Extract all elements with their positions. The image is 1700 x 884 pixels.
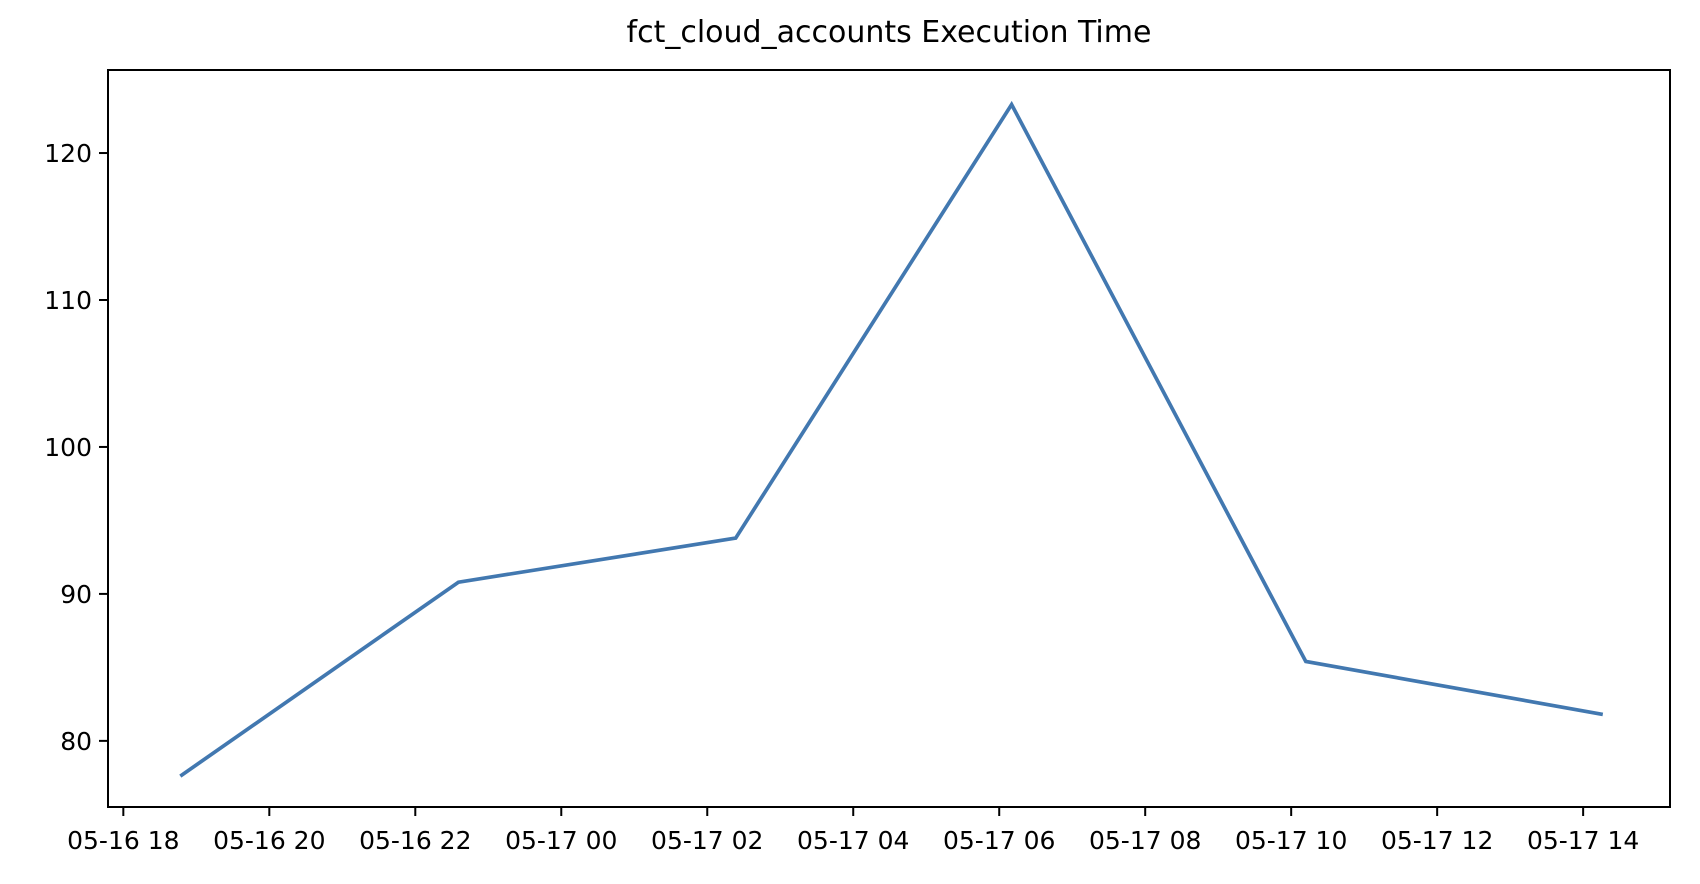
x-tick-label: 05-16 18 — [67, 826, 179, 855]
plot-area-border — [107, 69, 1671, 808]
x-tick-label: 05-17 10 — [1235, 826, 1347, 855]
y-tick-label: 100 — [44, 433, 92, 462]
x-tick-label: 05-16 20 — [213, 826, 325, 855]
x-tick-label: 05-16 22 — [359, 826, 471, 855]
y-tick-label: 120 — [44, 139, 92, 168]
y-axis-ticks: 80 90 100 110 120 — [44, 139, 108, 756]
x-tick-label: 05-17 04 — [797, 826, 909, 855]
x-tick-label: 05-17 02 — [651, 826, 763, 855]
chart-title: fct_cloud_accounts Execution Time — [627, 15, 1152, 50]
y-tick-label: 80 — [60, 727, 92, 756]
x-tick-label: 05-17 00 — [505, 826, 617, 855]
x-tick-label: 05-17 08 — [1089, 826, 1201, 855]
execution-time-line — [179, 100, 1604, 778]
y-tick-label: 110 — [44, 286, 92, 315]
x-tick-label: 05-17 06 — [943, 826, 1055, 855]
y-tick-label: 90 — [60, 580, 92, 609]
x-axis-ticks: 05-16 18 05-16 20 05-16 22 05-17 00 05-17 02… — [67, 807, 1639, 855]
x-tick-label: 05-17 14 — [1527, 826, 1639, 855]
x-tick-label: 05-17 12 — [1381, 826, 1493, 855]
